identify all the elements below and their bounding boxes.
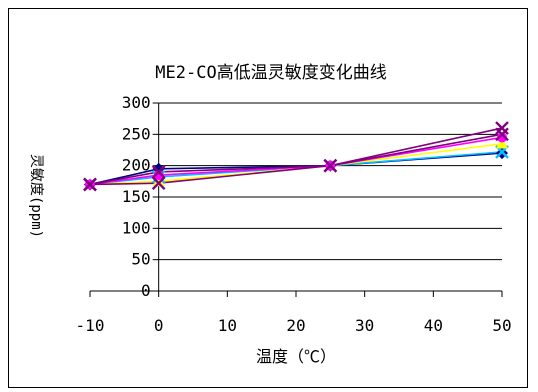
x-tick-label: -10: [76, 316, 105, 335]
series-markers: [83, 121, 509, 192]
data-point: [497, 132, 507, 143]
y-tick-label: 150: [122, 187, 151, 206]
y-tick-label: 300: [122, 93, 151, 112]
series-line-3: [89, 142, 503, 186]
data-point: [495, 121, 509, 135]
x-tick-label: 40: [424, 316, 443, 335]
data-point: [83, 177, 97, 192]
y-axis-label: 灵敏度(ppm): [28, 154, 44, 238]
data-point: [496, 137, 508, 149]
x-tick-label: 50: [492, 316, 511, 335]
data-point: [495, 127, 509, 142]
y-tick-label: 100: [122, 218, 151, 237]
x-tick-label: 10: [218, 316, 237, 335]
data-point: [323, 158, 338, 173]
series-line-4: [89, 136, 503, 186]
data-point: [151, 165, 166, 179]
y-tick-labels: 0 50 100 150 200 250 300: [122, 93, 151, 300]
x-tick-label: 30: [355, 316, 374, 335]
chart-title: ME2-CO高低温灵敏度变化曲线: [155, 63, 386, 83]
y-tick-label: 250: [122, 124, 151, 143]
x-tick-label: 0: [154, 316, 164, 335]
data-point: [152, 175, 165, 187]
axes: [89, 102, 503, 297]
series-line-2: [89, 151, 503, 186]
x-axis-label: 温度（℃）: [256, 347, 336, 366]
x-tick-labels: -10 0 10 20 30 40 50: [76, 316, 512, 335]
y-tick-label: 0: [141, 281, 151, 300]
y-tick-label: 200: [122, 156, 151, 175]
data-point: [153, 170, 164, 181]
series-lines: [89, 127, 503, 186]
chart-area: [8, 8, 528, 388]
y-tick-label: 50: [131, 250, 150, 269]
data-point: [151, 176, 166, 191]
series-line-5: [89, 133, 503, 186]
series-line-6: [89, 127, 503, 186]
x-tick-label: 20: [286, 316, 305, 335]
gridlines: [158, 102, 502, 261]
